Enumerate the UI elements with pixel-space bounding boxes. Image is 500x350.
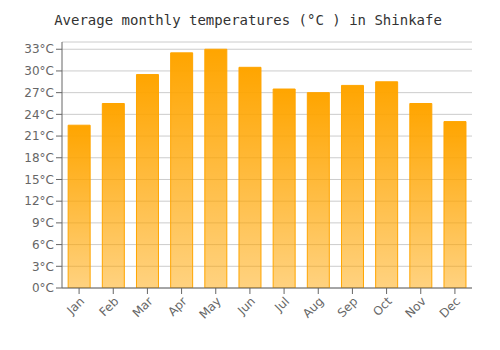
svg-text:Sep: Sep <box>335 294 361 320</box>
svg-text:Nov: Nov <box>402 294 428 320</box>
svg-text:9°C: 9°C <box>32 216 54 230</box>
svg-text:Jan: Jan <box>64 294 88 318</box>
svg-text:Jun: Jun <box>234 294 258 318</box>
svg-text:27°C: 27°C <box>24 86 54 100</box>
html-text:Average monthly temperatures (: Average monthly temperatures (°C ) in Sh… <box>54 12 442 28</box>
svg-text:May: May <box>196 294 223 321</box>
svg-text:Feb: Feb <box>96 294 121 319</box>
svg-text:33°C: 33°C <box>24 42 54 56</box>
svg-text:0°C: 0°C <box>32 281 54 295</box>
svg-text:18°C: 18°C <box>24 151 54 165</box>
svg-text:Apr: Apr <box>165 294 190 319</box>
svg-text:24°C: 24°C <box>24 108 54 122</box>
svg-text:Oct: Oct <box>370 294 395 319</box>
svg-text:30°C: 30°C <box>24 64 54 78</box>
svg-text:Mar: Mar <box>130 294 156 320</box>
svg-text:3°C: 3°C <box>32 260 54 274</box>
svg-text:Aug: Aug <box>300 294 326 320</box>
svg-text:12°C: 12°C <box>24 194 54 208</box>
svg-text:21°C: 21°C <box>24 129 54 143</box>
svg-text:6°C: 6°C <box>32 238 54 252</box>
svg-text:Dec: Dec <box>437 294 463 320</box>
svg-text:15°C: 15°C <box>24 173 54 187</box>
svg-text:Jul: Jul <box>271 294 292 315</box>
